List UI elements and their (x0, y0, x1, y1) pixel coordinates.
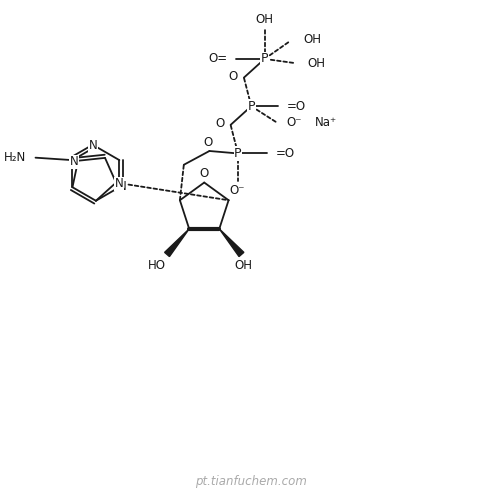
Text: O⁻: O⁻ (230, 184, 245, 197)
Text: =O: =O (287, 100, 306, 112)
Text: HO: HO (148, 259, 166, 272)
Text: O: O (204, 136, 213, 148)
Polygon shape (164, 229, 189, 256)
Text: N: N (118, 180, 126, 192)
Text: O⁻: O⁻ (286, 116, 302, 130)
Text: OH: OH (234, 259, 252, 272)
Text: P: P (261, 52, 268, 66)
Text: OH: OH (256, 13, 274, 26)
Text: pt.tianfuchem.com: pt.tianfuchem.com (195, 475, 307, 488)
Text: N: N (70, 155, 78, 168)
Text: =O: =O (276, 147, 294, 160)
Text: OH: OH (303, 32, 321, 46)
Text: O: O (215, 118, 224, 130)
Text: P: P (248, 100, 255, 112)
Text: OH: OH (307, 58, 325, 70)
Text: N: N (88, 139, 98, 152)
Polygon shape (220, 229, 244, 256)
Text: O: O (228, 70, 237, 83)
Text: N: N (114, 177, 124, 190)
Text: O=: O= (208, 52, 227, 66)
Text: O: O (200, 167, 209, 180)
Text: P: P (234, 147, 241, 160)
Text: H₂N: H₂N (4, 151, 26, 164)
Text: Na⁺: Na⁺ (316, 116, 338, 130)
